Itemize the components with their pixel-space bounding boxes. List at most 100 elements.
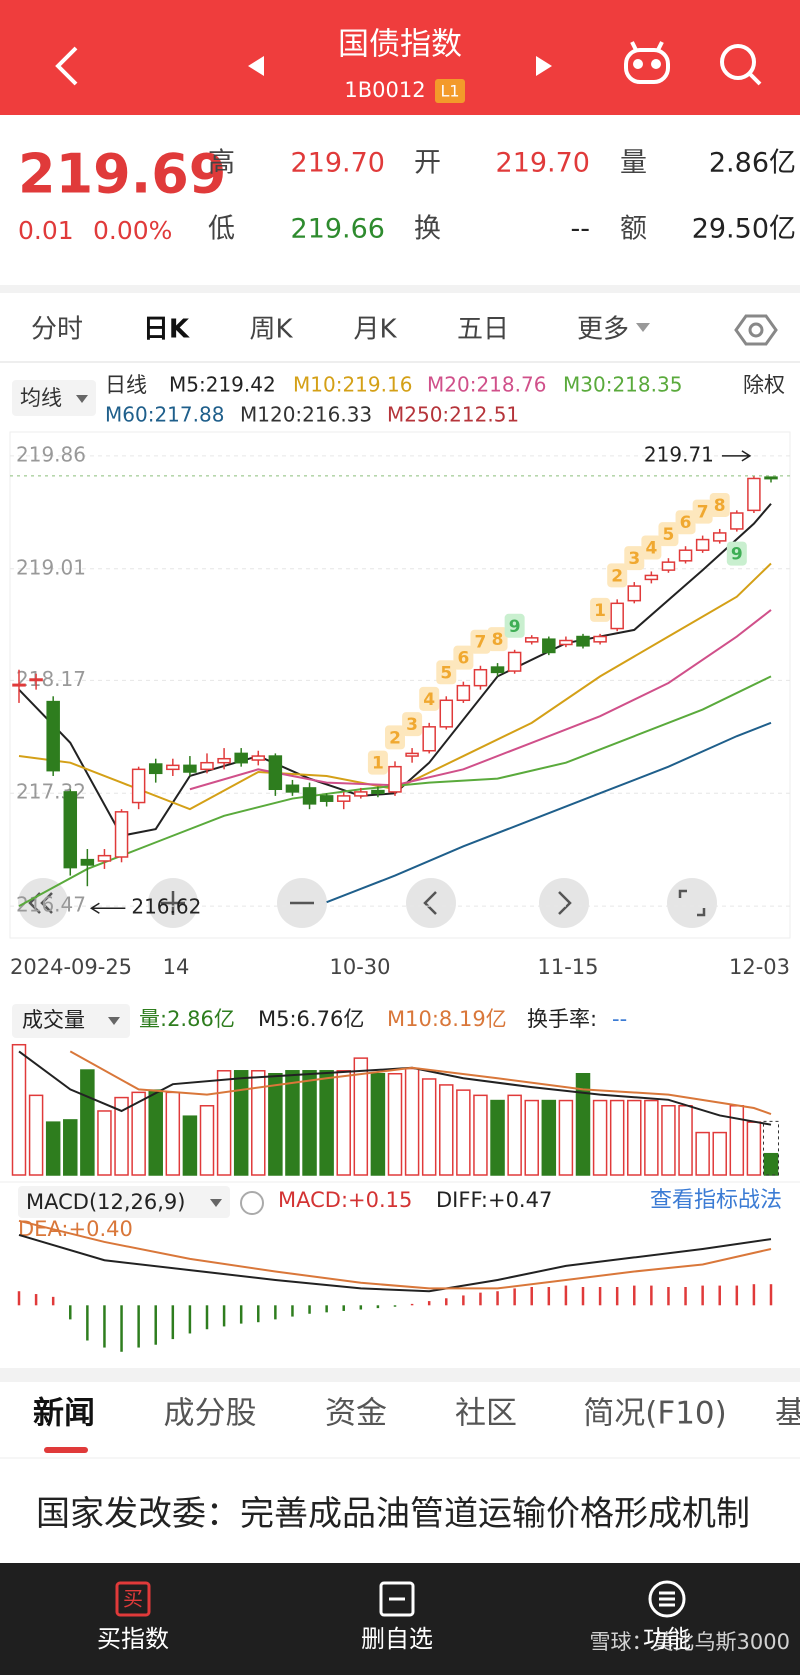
candle-body [405, 752, 419, 757]
moving-average [326, 721, 772, 904]
candle-body [80, 858, 95, 866]
tab-underline [44, 1447, 88, 1453]
buy-icon[interactable]: 买 [123, 1587, 143, 1611]
news-tab[interactable]: 资金 [325, 1396, 387, 1432]
nav-icon [423, 891, 437, 915]
help-icon[interactable] [240, 1191, 264, 1215]
strategy-link[interactable]: 查看指标战法 [650, 1188, 782, 1213]
volume-bar [678, 1105, 693, 1176]
period-tab[interactable]: 更多 [577, 315, 629, 345]
next-button[interactable] [536, 56, 552, 76]
td-badge [726, 541, 747, 566]
volume-bar [387, 1073, 403, 1176]
field-label: 额 [620, 214, 647, 245]
field-value: 219.66 [291, 214, 385, 245]
x-tick-label: 2024-09-25 [10, 955, 132, 979]
volume-bar [661, 1105, 676, 1176]
robot-icon[interactable] [624, 41, 670, 84]
candle-body [251, 755, 266, 761]
divider [0, 285, 800, 293]
candle-body [593, 635, 607, 643]
x-tick-label: 12-03 [729, 955, 790, 979]
macd-line [18, 1233, 772, 1293]
td-count: 4 [645, 538, 657, 558]
period-tab[interactable]: 月K [353, 315, 397, 345]
candle-body [473, 668, 488, 687]
td-count: 7 [697, 503, 709, 523]
ma-selector-box[interactable] [12, 380, 96, 416]
news-tab[interactable]: 基 [775, 1396, 800, 1432]
candle-body [371, 789, 385, 794]
y-tick-label: 218.17 [16, 667, 86, 691]
field-label: 低 [208, 214, 235, 245]
y-tick-label: 219.86 [16, 442, 86, 466]
volume-bar [97, 1110, 112, 1176]
candle-body [388, 765, 402, 793]
code: 1B0012 [344, 78, 425, 102]
search-icon[interactable] [720, 44, 762, 86]
volume-dash [763, 1120, 779, 1176]
settings-icon[interactable] [734, 314, 778, 346]
period-tab[interactable]: 五日 [457, 315, 509, 345]
td-count: 5 [440, 663, 452, 683]
candle-body [166, 764, 180, 771]
volume-bar [302, 1070, 317, 1176]
menu-icon[interactable] [648, 1580, 686, 1618]
nav-button[interactable] [406, 878, 456, 928]
news-tab[interactable]: 简况(F10) [583, 1396, 726, 1432]
nav-button[interactable] [539, 878, 589, 928]
ma-legend: M5:219.42 [169, 373, 276, 397]
news-tab[interactable]: 社区 [455, 1396, 517, 1432]
period-tab[interactable]: 日K [143, 315, 190, 345]
dropdown-arrow [636, 323, 650, 332]
macd-indicator[interactable]: MACD(12,26,9) [26, 1190, 186, 1214]
button-label[interactable]: 删自选 [361, 1625, 433, 1653]
td-count: 6 [680, 513, 692, 533]
ma-selector[interactable]: 均线 [20, 386, 62, 410]
max-arrow [721, 450, 752, 462]
adjust-label[interactable]: 除权 [743, 373, 785, 397]
field-value: 219.70 [496, 148, 590, 179]
period-label: 日线 [105, 373, 147, 397]
volume-average [69, 1050, 772, 1115]
ma-legend: M30:218.35 [563, 373, 682, 397]
button-label[interactable]: 买指数 [97, 1625, 169, 1653]
volume-bar [507, 1094, 522, 1176]
volume-bar [712, 1131, 727, 1176]
volume-selector[interactable]: 成交量 [22, 1008, 85, 1032]
min-arrow [89, 902, 126, 914]
prev-button[interactable] [248, 56, 264, 76]
x-tick-label: 11-15 [537, 955, 598, 979]
nav-button[interactable] [667, 878, 717, 928]
candle-body [712, 532, 727, 542]
ma-legend: M120:216.33 [240, 403, 372, 427]
candle-body [268, 755, 283, 791]
field-label: 换 [414, 214, 441, 245]
volume-selector-box[interactable] [12, 1004, 130, 1038]
volume-bar [541, 1099, 557, 1176]
news-tab[interactable]: 新闻 [33, 1396, 95, 1432]
volume-bar [80, 1069, 95, 1176]
headline[interactable]: 国家发改委：完善成品油管道运输价格形成机制 [36, 1494, 750, 1534]
macd-selector-box[interactable] [18, 1186, 230, 1218]
volume-bar [421, 1078, 437, 1176]
volume-bar [63, 1119, 78, 1176]
field-value: 29.50亿 [692, 214, 796, 245]
buy-icon-box[interactable] [115, 1581, 151, 1617]
volume-bar [644, 1099, 659, 1176]
period-tab[interactable]: 分时 [31, 315, 83, 345]
candle-body [12, 683, 26, 687]
td-badge [436, 660, 457, 685]
period-tab[interactable]: 周K [249, 315, 293, 345]
min-label: 216.62 [131, 895, 201, 919]
candle-body [695, 538, 710, 551]
td-badge [504, 613, 525, 638]
candle-body [678, 549, 693, 562]
back-button[interactable] [55, 46, 78, 86]
td-count: 1 [372, 754, 384, 774]
volume-bar [148, 1089, 163, 1176]
remove-icon[interactable] [379, 1581, 415, 1617]
button-label[interactable]: 功能 [643, 1625, 691, 1653]
candle-body [354, 791, 368, 797]
news-tab[interactable]: 成分股 [164, 1396, 257, 1432]
